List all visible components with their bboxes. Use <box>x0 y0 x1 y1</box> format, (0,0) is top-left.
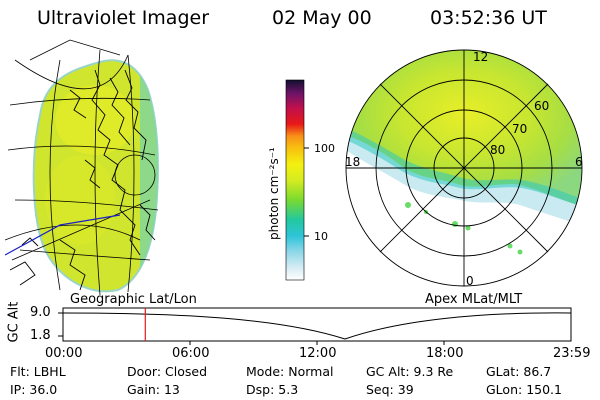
observation-time: 03:52:36 UT <box>430 7 547 29</box>
altitude-timeline-plot <box>58 307 572 345</box>
colorbar-tick-100: 100 <box>314 142 335 155</box>
mlt-label-0: 0 <box>466 274 474 288</box>
mlt-label-12: 12 <box>473 50 488 64</box>
instrument-title: Ultraviolet Imager <box>37 7 210 29</box>
footer-mode: Mode: Normal <box>246 364 334 379</box>
footer-dsp: Dsp: 5.3 <box>246 382 299 397</box>
alt-tick-top: 9.0 <box>30 305 51 320</box>
time-tick-0000: 00:00 <box>45 346 83 361</box>
globe-graticule <box>4 39 159 296</box>
geographic-globe-view <box>4 39 159 296</box>
colorbar <box>285 79 309 281</box>
footer-seq: Seq: 39 <box>366 382 414 397</box>
coastlines <box>9 69 156 291</box>
gc-alt-axis-title: GC Alt <box>6 301 22 343</box>
mlt-label-6: 6 <box>575 155 583 169</box>
footer-gain: Gain: 13 <box>127 382 180 397</box>
time-tick-2359: 23:59 <box>553 346 591 361</box>
time-tick-0600: 06:00 <box>172 346 210 361</box>
observation-date: 02 May 00 <box>272 7 372 29</box>
time-tick-1800: 18:00 <box>426 346 464 361</box>
mlat-label-60: 60 <box>534 99 549 113</box>
geographic-label: Geographic Lat/Lon <box>70 292 197 307</box>
polar-mlat-mlt-plot <box>345 49 583 287</box>
mlt-label-18: 18 <box>345 155 360 169</box>
mlat-label-70: 70 <box>512 122 527 136</box>
mlat-label-80: 80 <box>490 143 505 157</box>
footer-gc-alt: GC Alt: 9.3 Re <box>366 364 454 379</box>
footer-ip: IP: 36.0 <box>10 382 58 397</box>
footer-glon: GLon: 150.1 <box>486 382 562 397</box>
colorbar-tick-10: 10 <box>314 230 328 243</box>
footer-filter: Flt: LBHL <box>10 364 66 379</box>
footer-glat: GLat: 86.7 <box>486 364 552 379</box>
time-tick-1200: 12:00 <box>299 346 337 361</box>
colorbar-unit-label: photon cm⁻²s⁻¹ <box>267 147 281 240</box>
apex-label: Apex MLat/MLT <box>425 292 523 307</box>
footer-door: Door: Closed <box>127 364 208 379</box>
alt-tick-bottom: 1.8 <box>30 328 51 343</box>
